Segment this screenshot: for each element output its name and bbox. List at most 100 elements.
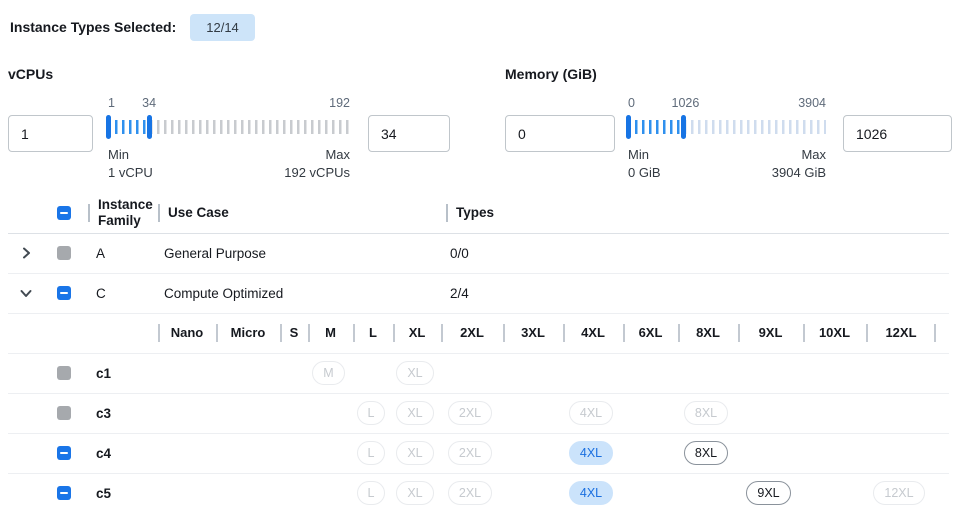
- instance-name: c1: [96, 365, 112, 381]
- memory-min-input[interactable]: [505, 115, 615, 152]
- size-header-m: M: [308, 313, 353, 353]
- size-badge-9xl[interactable]: 9XL: [746, 481, 791, 506]
- memory-slider-track[interactable]: [626, 115, 826, 139]
- family-name: C: [96, 285, 106, 301]
- size-badge-xl: XL: [396, 441, 434, 466]
- memory-slider-handle-max[interactable]: [681, 115, 687, 139]
- vcpu-max-detail: 192 vCPUs: [284, 164, 350, 180]
- vcpu-scale-end: 192: [329, 96, 350, 110]
- size-badge-l: L: [356, 401, 386, 426]
- vcpu-min-caption: Min: [108, 147, 129, 162]
- size-header-s: S: [280, 313, 308, 353]
- memory-min-detail: 0 GiB: [628, 164, 661, 180]
- header-use-case: Use Case: [168, 204, 229, 220]
- size-columns-header-row: Nano Micro S M L XL 2XL 3XL 4XL 6XL 8XL …: [8, 314, 949, 354]
- size-badge-l: L: [356, 481, 386, 506]
- column-divider: [446, 204, 448, 223]
- vcpu-slider-handle-min[interactable]: [106, 115, 111, 139]
- family-row-c: C Compute Optimized 2/4: [8, 274, 949, 314]
- vcpu-track-active: [108, 120, 150, 134]
- memory-max-caption: Max: [801, 147, 826, 162]
- size-header-12xl: 12XL: [866, 313, 936, 353]
- instance-name: c5: [96, 485, 112, 501]
- vcpu-range-slider[interactable]: 1 34 192 Min 1 vCPU: [106, 96, 350, 182]
- vcpu-filter: vCPUs 1 34 192: [8, 66, 450, 182]
- memory-range-slider[interactable]: 0 1026 3904 Min 0 GiB: [626, 96, 826, 182]
- size-header-8xl: 8XL: [678, 313, 738, 353]
- family-c-checkbox[interactable]: [57, 286, 71, 301]
- filters-section: vCPUs 1 34 192: [8, 66, 952, 182]
- size-badge-2xl: 2XL: [447, 401, 493, 426]
- vcpu-minmax-captions: Min 1 vCPU Max 192 vCPUs: [108, 146, 350, 182]
- family-types-count: 2/4: [450, 285, 469, 301]
- size-badge-xl: XL: [396, 401, 434, 426]
- size-header-micro: Micro: [216, 313, 280, 353]
- size-header-9xl: 9XL: [738, 313, 803, 353]
- column-divider: [158, 204, 160, 223]
- memory-filter: Memory (GiB) 0 1026 3904: [505, 66, 952, 182]
- family-use-case: General Purpose: [164, 245, 267, 261]
- vcpu-scale-current: 34: [142, 96, 157, 110]
- vcpu-filter-title: vCPUs: [8, 66, 54, 82]
- collapse-chevron-down-icon[interactable]: [18, 285, 34, 301]
- vcpu-slider-track[interactable]: [106, 115, 350, 139]
- c3-checkbox: [57, 406, 71, 421]
- c1-checkbox: [57, 366, 71, 381]
- size-badge-8xl[interactable]: 8XL: [683, 441, 729, 466]
- memory-slider-handle-min[interactable]: [626, 115, 631, 139]
- size-badge-4xl: 4XL: [568, 401, 614, 426]
- memory-scale-start: 0: [628, 96, 635, 110]
- vcpu-min-input[interactable]: [8, 115, 93, 152]
- c4-checkbox[interactable]: [57, 446, 71, 461]
- memory-scale-current: 1026: [671, 96, 700, 110]
- vcpu-track-inactive: [108, 120, 350, 134]
- size-badge-xl: XL: [396, 481, 434, 506]
- memory-max-detail: 3904 GiB: [771, 164, 826, 180]
- family-name: A: [96, 245, 106, 261]
- column-divider: [88, 204, 90, 223]
- memory-scale-labels: 0 1026 3904: [628, 96, 826, 113]
- family-use-case: Compute Optimized: [164, 285, 284, 301]
- vcpu-scale-start: 1: [108, 96, 115, 110]
- size-header-4xl: 4XL: [563, 313, 623, 353]
- table-header-row: Instance Family Use Case Types: [8, 194, 949, 234]
- size-badge-2xl: 2XL: [447, 481, 493, 506]
- instance-row-c4: c4 L XL 2XL 4XL 8XL: [8, 434, 949, 474]
- instance-row-c3: c3 L XL 2XL 4XL 8XL: [8, 394, 949, 434]
- vcpu-slider-handle-max[interactable]: [147, 115, 153, 139]
- vcpu-max-caption: Max: [325, 147, 350, 162]
- header-types: Types: [456, 204, 495, 220]
- expand-chevron-right-icon[interactable]: [18, 245, 34, 261]
- size-header-l: L: [353, 313, 393, 353]
- c5-checkbox[interactable]: [57, 486, 71, 501]
- vcpu-min-detail: 1 vCPU: [108, 164, 153, 180]
- size-header-2xl: 2XL: [441, 313, 503, 353]
- size-badge-4xl-selected[interactable]: 4XL: [568, 441, 614, 466]
- family-a-checkbox: [57, 246, 71, 261]
- memory-filter-title: Memory (GiB): [505, 66, 597, 82]
- selected-count-badge: 12/14: [190, 13, 255, 41]
- size-badge-m: M: [312, 361, 345, 386]
- instance-name: c4: [96, 445, 112, 461]
- size-header-10xl: 10XL: [803, 313, 866, 353]
- memory-max-input[interactable]: [843, 115, 952, 152]
- vcpu-scale-labels: 1 34 192: [108, 96, 350, 113]
- size-badge-4xl-selected[interactable]: 4XL: [568, 481, 614, 506]
- selected-count-label: Instance Types Selected:: [10, 19, 177, 35]
- size-badge-2xl: 2XL: [447, 441, 493, 466]
- family-row-a: A General Purpose 0/0: [8, 234, 949, 274]
- instance-family-table: Instance Family Use Case Types A General…: [8, 194, 949, 510]
- instance-name: c3: [96, 405, 112, 421]
- size-badge-8xl: 8XL: [683, 401, 729, 426]
- instance-row-c1: c1 M XL: [8, 354, 949, 394]
- size-badge-12xl: 12XL: [873, 481, 925, 506]
- header-instance-family: Instance Family: [98, 196, 153, 229]
- memory-min-caption: Min: [628, 147, 649, 162]
- select-all-checkbox[interactable]: [57, 206, 71, 221]
- size-badge-xl: XL: [396, 361, 434, 386]
- memory-minmax-captions: Min 0 GiB Max 3904 GiB: [628, 146, 826, 182]
- vcpu-max-input[interactable]: [368, 115, 450, 152]
- size-header-3xl: 3XL: [503, 313, 563, 353]
- memory-scale-end: 3904: [798, 96, 826, 110]
